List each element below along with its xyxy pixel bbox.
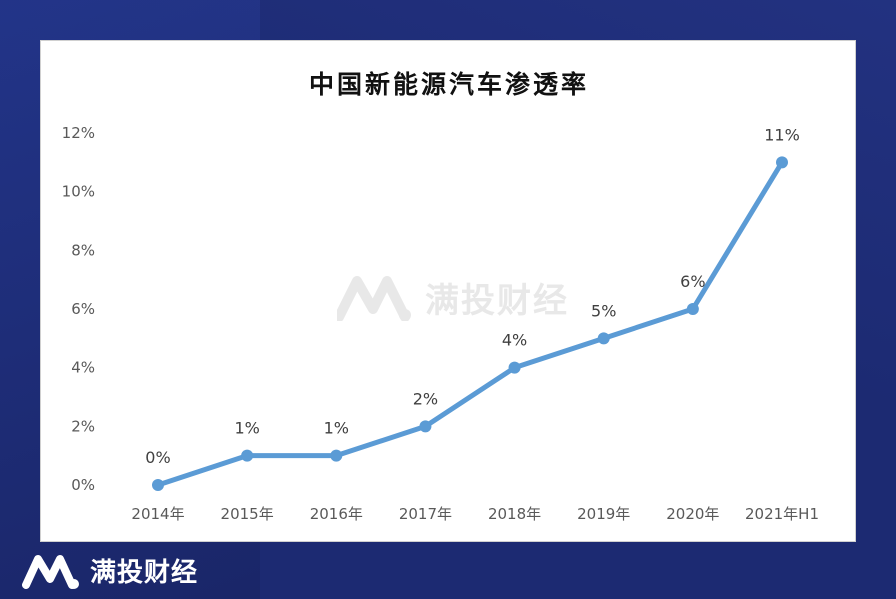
data-point — [686, 303, 699, 315]
brand-logo-icon — [337, 275, 411, 321]
data-label: 5% — [591, 301, 616, 320]
line-chart: 0% 2% 4% 6% 8% 10% 12% 2014年 2015年 2016年 2017年 201… — [62, 124, 819, 523]
data-label: 1% — [234, 419, 259, 438]
x-tick-label: 2020年 — [666, 505, 719, 523]
y-tick-label: 0% — [71, 476, 95, 494]
chart-card: 中国新能源汽车渗透率 满投财经 0% 2% 4% 6% 8% 10% 12% 2014年 20… — [40, 40, 856, 542]
brand-footer: 满投财经 — [22, 552, 198, 589]
x-tick-label: 2021年H1 — [745, 505, 819, 523]
x-tick-label: 2017年 — [399, 505, 452, 523]
brand-logo-icon — [22, 554, 79, 589]
series-line — [155, 159, 785, 488]
x-tick-label: 2018年 — [488, 505, 541, 523]
data-label: 2% — [413, 389, 438, 408]
data-label: 0% — [145, 448, 170, 467]
data-point — [597, 332, 610, 345]
x-tick-label: 2014年 — [131, 505, 184, 523]
data-label: 6% — [680, 272, 705, 291]
y-tick-label: 12% — [62, 124, 95, 142]
y-tick-label: 10% — [62, 183, 95, 201]
data-point — [152, 479, 164, 491]
watermark: 满投财经 — [337, 273, 569, 322]
x-tick-label: 2016年 — [310, 505, 363, 523]
y-tick-label: 8% — [71, 241, 95, 259]
x-tick-label: 2015年 — [221, 505, 274, 523]
data-point — [419, 420, 432, 433]
watermark-text: 满投财经 — [425, 281, 569, 321]
x-tick-label: 2019年 — [577, 505, 630, 523]
y-tick-label: 6% — [71, 300, 95, 318]
data-label: 4% — [502, 331, 527, 350]
brand-name: 满投财经 — [90, 558, 199, 588]
data-point — [776, 156, 788, 169]
y-tick-label: 2% — [71, 417, 95, 435]
data-point — [330, 449, 343, 462]
y-tick-label: 4% — [71, 359, 95, 377]
data-point — [508, 361, 521, 374]
data-point — [241, 449, 254, 462]
chart-title: 中国新能源汽车渗透率 — [308, 70, 589, 99]
data-label: 11% — [764, 125, 800, 144]
data-label: 1% — [324, 419, 349, 438]
